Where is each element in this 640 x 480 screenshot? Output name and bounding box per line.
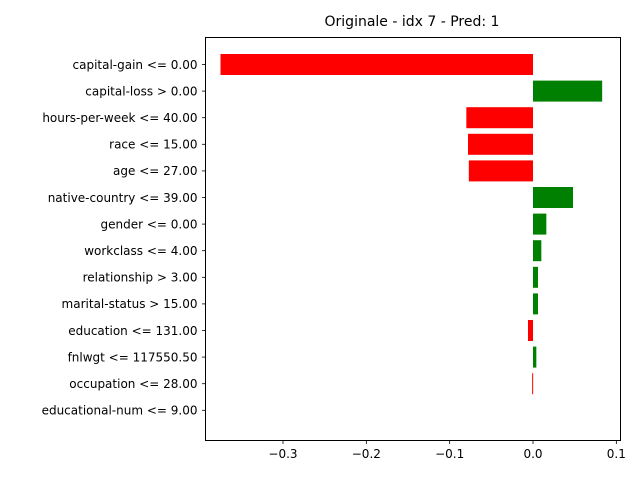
bar-0 bbox=[220, 54, 533, 75]
bar-4 bbox=[468, 160, 533, 182]
y-tick-label-1: capital-loss > 0.00 bbox=[85, 84, 197, 98]
y-tick-label-4: age <= 27.00 bbox=[113, 164, 197, 178]
plot-frame bbox=[205, 37, 621, 441]
bar-8 bbox=[533, 266, 538, 288]
bar-11 bbox=[533, 346, 537, 368]
y-tick-label-13: educational-num <= 9.00 bbox=[42, 404, 198, 418]
x-tick-label-2: −0.1 bbox=[435, 447, 464, 461]
y-tick-label-12: occupation <= 28.00 bbox=[69, 377, 197, 391]
y-tick-label-11: fnlwgt <= 117550.50 bbox=[68, 350, 198, 364]
bar-5 bbox=[533, 187, 573, 208]
bar-3 bbox=[468, 133, 533, 155]
y-tick-label-8: relationship > 3.00 bbox=[83, 271, 198, 285]
bar-12 bbox=[532, 373, 534, 395]
x-tick-label-4: 0.1 bbox=[607, 447, 626, 461]
y-tick-label-7: workclass <= 4.00 bbox=[84, 244, 197, 258]
y-tick-label-6: gender <= 0.00 bbox=[101, 217, 198, 231]
y-tick-label-3: race <= 15.00 bbox=[109, 138, 197, 152]
bars-group bbox=[220, 54, 603, 395]
bar-2 bbox=[466, 107, 533, 129]
y-tick-label-10: education <= 131.00 bbox=[68, 324, 197, 338]
x-tick-label-3: 0.0 bbox=[523, 447, 542, 461]
y-tick-label-0: capital-gain <= 0.00 bbox=[73, 58, 198, 72]
bar-1 bbox=[533, 80, 603, 102]
bar-10 bbox=[528, 320, 533, 341]
y-tick-label-9: marital-status > 15.00 bbox=[62, 297, 198, 311]
chart-title: Originale - idx 7 - Pred: 1 bbox=[325, 14, 500, 30]
y-tick-labels: capital-gain <= 0.00 capital-loss > 0.00 h… bbox=[42, 58, 206, 418]
x-axis: −0.3 −0.2 −0.1 0.0 0.1 bbox=[268, 440, 626, 461]
y-tick-label-5: native-country <= 39.00 bbox=[48, 191, 198, 205]
y-tick-label-2: hours-per-week <= 40.00 bbox=[42, 111, 197, 125]
x-tick-label-1: −0.2 bbox=[352, 447, 381, 461]
bar-7 bbox=[533, 240, 542, 262]
x-tick-label-0: −0.3 bbox=[268, 447, 297, 461]
bar-6 bbox=[533, 213, 547, 235]
bar-9 bbox=[533, 293, 538, 315]
